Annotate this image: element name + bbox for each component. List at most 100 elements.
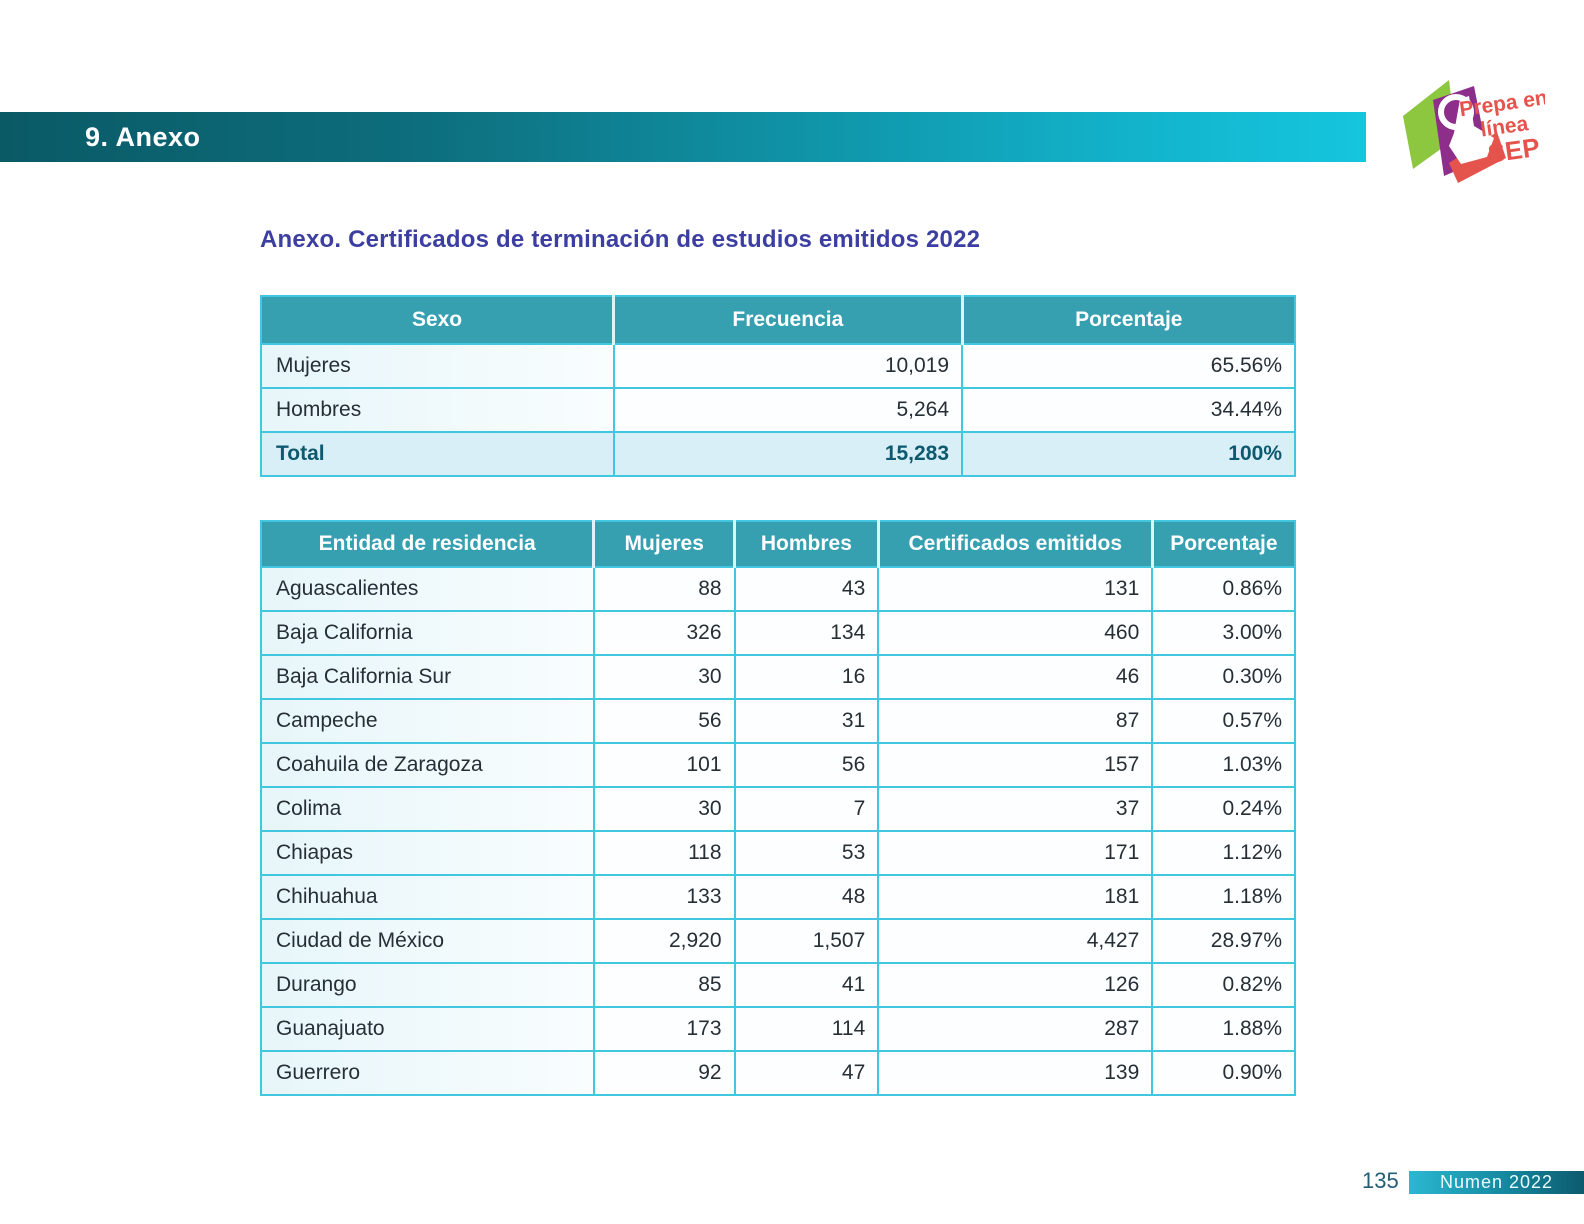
row-label: Durango [260,962,595,1008]
row-label: Guerrero [260,1050,595,1096]
row-label: Baja California [260,610,595,656]
cell-value: 1.12% [1151,830,1296,876]
cell-value: 0.90% [1151,1050,1296,1096]
cell-value: 92 [592,1050,736,1096]
cell-value: 28.97% [1151,918,1296,964]
page-title: Anexo. Certificados de terminación de es… [260,226,981,253]
cell-value: 0.24% [1151,786,1296,832]
cell-value: 0.30% [1151,654,1296,700]
table-row: Durango 85 41 126 0.82% [260,962,1296,1008]
cell-value: 2,920 [592,918,736,964]
table-row: Campeche 56 31 87 0.57% [260,698,1296,744]
col-header-mujeres: Mujeres [592,520,736,568]
table-row: Colima 30 7 37 0.24% [260,786,1296,832]
table-row: Mujeres 10,019 65.56% [260,343,1296,389]
table-row: Baja California 326 134 460 3.00% [260,610,1296,656]
table-total-row: Total 15,283 100% [260,431,1296,477]
row-label: Mujeres [260,343,615,389]
cell-value: 41 [733,962,880,1008]
row-label: Coahuila de Zaragoza [260,742,595,788]
table-row: Guerrero 92 47 139 0.90% [260,1050,1296,1096]
table-row: Baja California Sur 30 16 46 0.30% [260,654,1296,700]
cell-value: 1,507 [733,918,880,964]
cell-value: 114 [733,1006,880,1052]
cell-value: 37 [877,786,1154,832]
cell-value: 100% [961,431,1296,477]
table-row: Aguascalientes 88 43 131 0.86% [260,566,1296,612]
cell-value: 56 [592,698,736,744]
cell-value: 15,283 [612,431,964,477]
col-header-certificados: Certificados emitidos [876,520,1154,568]
row-label: Ciudad de México [260,918,595,964]
cell-value: 30 [592,786,736,832]
row-label: Baja California Sur [260,654,595,700]
col-header-porcentaje: Porcentaje [1150,520,1296,568]
cell-value: 134 [733,610,880,656]
row-label: Chihuahua [260,874,595,920]
table-row: Coahuila de Zaragoza 101 56 157 1.03% [260,742,1296,788]
table-row: Hombres 5,264 34.44% [260,387,1296,433]
cell-value: 48 [733,874,880,920]
cell-value: 0.86% [1151,566,1296,612]
cell-value: 101 [592,742,736,788]
col-header-frecuencia: Frecuencia [612,295,964,345]
cell-value: 0.57% [1151,698,1296,744]
cell-value: 7 [733,786,880,832]
cell-value: 133 [592,874,736,920]
logo-hand-icon [1449,96,1494,164]
table-header-row: Sexo Frecuencia Porcentaje [260,295,1296,345]
table-row: Chiapas 118 53 171 1.12% [260,830,1296,876]
table-row: Ciudad de México 2,920 1,507 4,427 28.97% [260,918,1296,964]
row-label: Aguascalientes [260,566,595,612]
col-header-sexo: Sexo [260,295,615,345]
cell-value: 326 [592,610,736,656]
cell-value: 1.18% [1151,874,1296,920]
cell-value: 16 [733,654,880,700]
prepa-en-linea-sep-logo: Prepa en línea SEP [1403,80,1545,183]
cell-value: 46 [877,654,1154,700]
col-header-entidad: Entidad de residencia [260,520,595,568]
sexo-table: Sexo Frecuencia Porcentaje Mujeres 10,019… [260,295,1296,477]
cell-value: 171 [877,830,1154,876]
logo-ring-icon [1438,94,1474,130]
cell-value: 34.44% [961,387,1296,433]
cell-value: 139 [877,1050,1154,1096]
cell-value: 4,427 [877,918,1154,964]
col-header-hombres: Hombres [733,520,880,568]
footer-brand-bar: Numen 2022 [1409,1171,1584,1194]
cell-value: 126 [877,962,1154,1008]
cell-value: 10,019 [612,343,964,389]
cell-value: 0.82% [1151,962,1296,1008]
row-label: Campeche [260,698,595,744]
cell-value: 131 [877,566,1154,612]
entidad-table: Entidad de residencia Mujeres Hombres Ce… [260,520,1296,1096]
cell-value: 5,264 [612,387,964,433]
cell-value: 181 [877,874,1154,920]
table-row: Guanajuato 173 114 287 1.88% [260,1006,1296,1052]
cell-value: 65.56% [961,343,1296,389]
cell-value: 53 [733,830,880,876]
footer-brand-label: Numen 2022 [1439,1172,1554,1192]
row-label: Total [260,431,615,477]
cell-value: 85 [592,962,736,1008]
cell-value: 1.88% [1151,1006,1296,1052]
cell-value: 460 [877,610,1154,656]
cell-value: 87 [877,698,1154,744]
section-header-bar: 9. Anexo [0,112,1366,162]
cell-value: 47 [733,1050,880,1096]
col-header-porcentaje: Porcentaje [960,295,1296,345]
table-row: Chihuahua 133 48 181 1.18% [260,874,1296,920]
row-label: Guanajuato [260,1006,595,1052]
page-number: 135 [1362,1168,1399,1193]
section-title: 9. Anexo [85,121,201,152]
cell-value: 30 [592,654,736,700]
cell-value: 157 [877,742,1154,788]
cell-value: 287 [877,1006,1154,1052]
logo-text-line3: SEP [1486,132,1542,169]
cell-value: 118 [592,830,736,876]
cell-value: 88 [592,566,736,612]
table-header-row: Entidad de residencia Mujeres Hombres Ce… [260,520,1296,568]
cell-value: 56 [733,742,880,788]
cell-value: 3.00% [1151,610,1296,656]
